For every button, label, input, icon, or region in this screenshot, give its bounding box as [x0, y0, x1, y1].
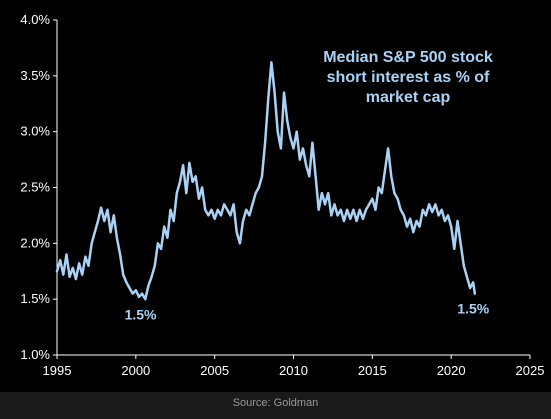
- chart-title: Median S&P 500 stock short interest as %…: [323, 49, 493, 106]
- source-caption: Source: Goldman: [0, 392, 551, 419]
- y-tick-label: 2.0%: [20, 235, 50, 250]
- y-tick-label: 4.0%: [20, 12, 50, 27]
- x-tick-label: 2025: [516, 363, 545, 378]
- annotations: 1.5% 1.5%: [125, 301, 490, 323]
- y-tick-label: 2.5%: [20, 180, 50, 195]
- chart-background: [0, 0, 551, 392]
- title-line-1: Median S&P 500 stock: [323, 49, 493, 66]
- title-line-3: market cap: [366, 89, 451, 106]
- x-tick-label: 2015: [358, 363, 387, 378]
- x-tick-label: 1995: [43, 363, 72, 378]
- x-tick-label: 2010: [279, 363, 308, 378]
- series-line: [55, 61, 477, 301]
- x-tick-label: 2000: [121, 363, 150, 378]
- annotation-label: 1.5%: [457, 301, 489, 317]
- chart: Median S&P 500 stock short interest as %…: [0, 0, 551, 392]
- title-line-2: short interest as % of: [327, 69, 490, 86]
- annotation-label: 1.5%: [125, 306, 157, 322]
- x-tick-label: 2005: [200, 363, 229, 378]
- y-axis-ticks: 1.0% 1.5% 2.0% 2.5% 3.0% 3.5% 4.0%: [20, 12, 57, 362]
- x-tick-label: 2020: [437, 363, 466, 378]
- series-group: [55, 61, 477, 301]
- y-tick-label: 3.5%: [20, 68, 50, 83]
- y-tick-label: 1.5%: [20, 291, 50, 306]
- y-tick-label: 3.0%: [20, 124, 50, 139]
- x-axis-ticks: 1995 2000 2005 2010 2015 2020 2025: [43, 355, 545, 378]
- y-tick-label: 1.0%: [20, 347, 50, 362]
